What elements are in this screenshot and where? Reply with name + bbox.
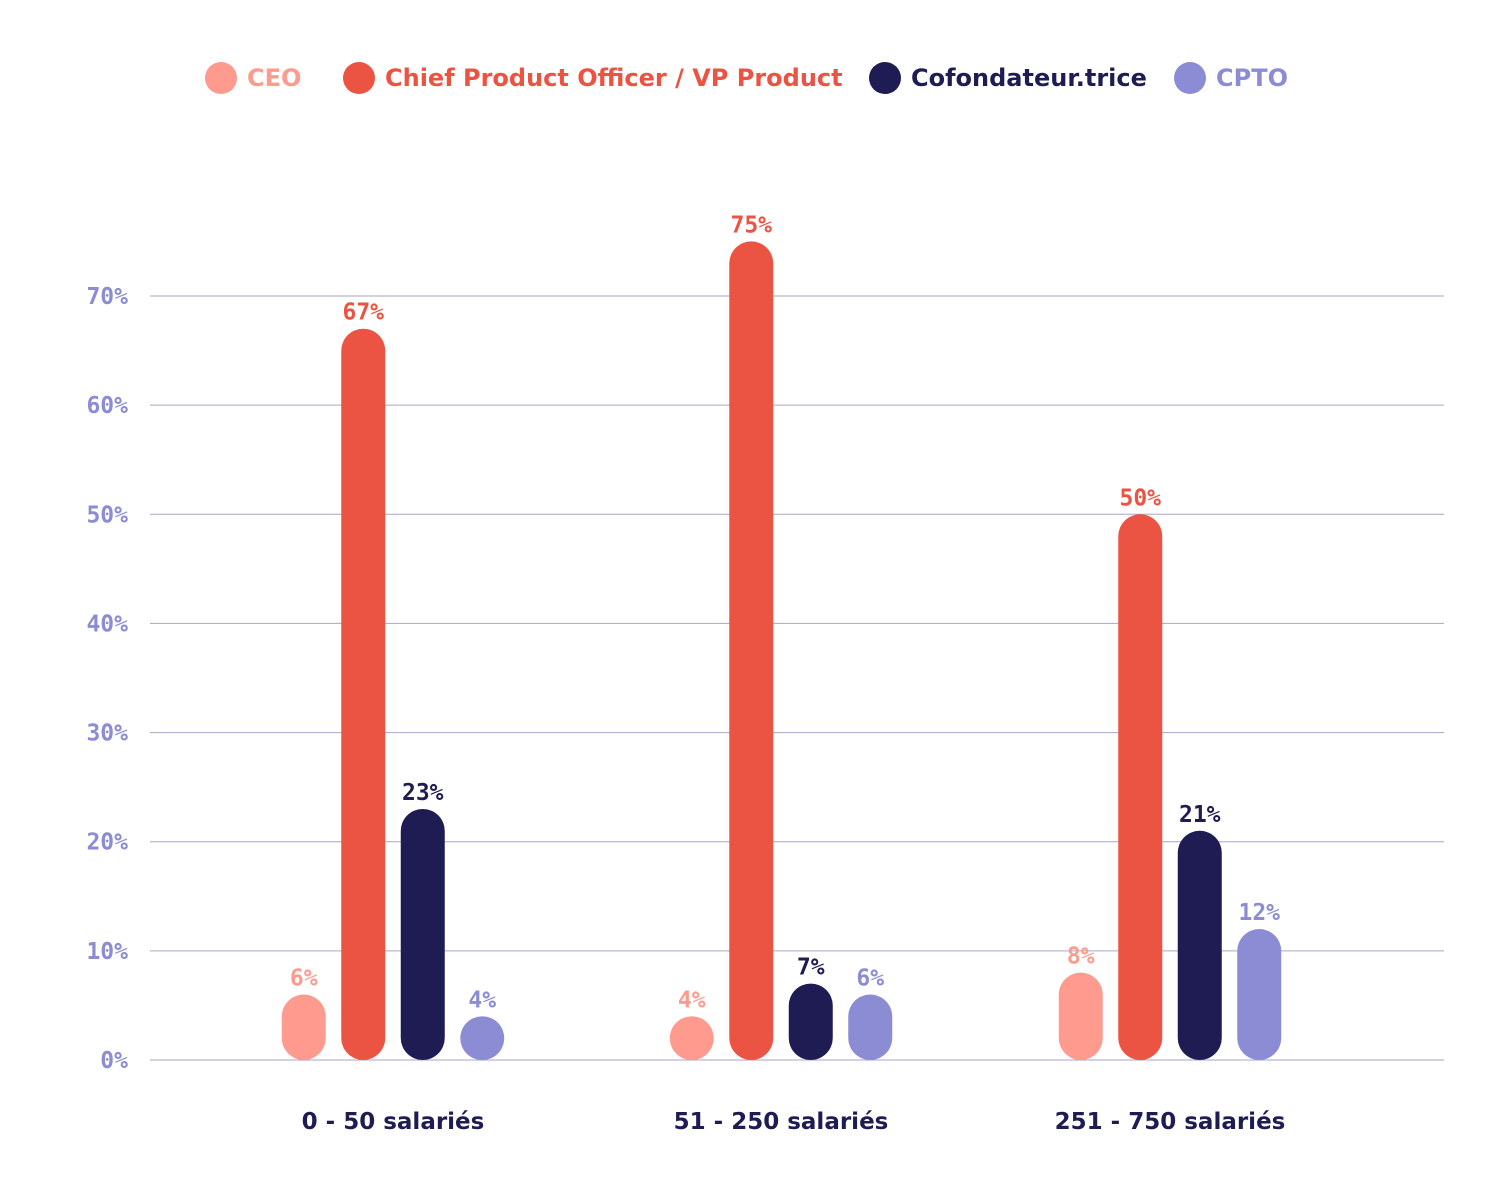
x-category-label: 51 - 250 salariés [674, 1109, 889, 1135]
x-category-label: 251 - 750 salariés [1055, 1109, 1286, 1135]
data-label: 4% [468, 987, 496, 1013]
data-label: 75% [730, 212, 772, 238]
legend-label: CPTO [1216, 64, 1288, 92]
y-tick-label: 20% [86, 830, 128, 856]
bar-cpto [848, 994, 893, 1060]
data-label: 12% [1238, 900, 1280, 926]
bar-ceo [1058, 972, 1103, 1060]
legend: CEO Chief Product Officer / VP Product Cof… [0, 58, 1504, 98]
bar-cpto [1237, 929, 1282, 1060]
bar-chief-product-officer-vp-product [341, 328, 386, 1060]
bar-cofondateur-trice [400, 808, 445, 1060]
y-tick-label: 10% [86, 939, 128, 965]
legend-item: CPTO [1174, 58, 1288, 98]
data-label: 6% [856, 966, 884, 992]
legend-swatch-icon [869, 62, 901, 94]
y-tick-label: 60% [86, 393, 128, 419]
data-label: 21% [1179, 802, 1221, 828]
y-tick-label: 70% [86, 284, 128, 310]
bar-ceo [669, 1016, 714, 1060]
x-category-label: 0 - 50 salariés [302, 1109, 485, 1135]
data-label: 8% [1067, 944, 1095, 970]
legend-label: Chief Product Officer / VP Product [385, 64, 843, 92]
y-tick-label: 30% [86, 721, 128, 747]
data-label: 23% [402, 780, 444, 806]
data-label: 67% [342, 300, 384, 326]
legend-label: CEO [247, 64, 302, 92]
bar-chief-product-officer-vp-product [1118, 514, 1163, 1060]
legend-swatch-icon [1174, 62, 1206, 94]
data-label: 4% [678, 987, 706, 1013]
bar-cofondateur-trice [788, 983, 833, 1060]
bar-ceo [281, 994, 326, 1060]
y-tick-label: 0% [100, 1048, 128, 1074]
bar-chief-product-officer-vp-product [729, 241, 774, 1060]
legend-swatch-icon [205, 62, 237, 94]
legend-item: Cofondateur.trice [869, 58, 1147, 98]
bar-cpto [460, 1016, 505, 1060]
legend-item: Chief Product Officer / VP Product [343, 58, 843, 98]
bar-cofondateur-trice [1177, 830, 1222, 1060]
legend-label: Cofondateur.trice [911, 64, 1147, 92]
data-label: 6% [290, 966, 318, 992]
legend-item: CEO [205, 58, 301, 98]
legend-swatch-icon [343, 62, 375, 94]
y-tick-label: 40% [86, 611, 128, 637]
data-label: 50% [1119, 485, 1161, 511]
data-label: 7% [797, 955, 825, 981]
y-tick-label: 50% [86, 502, 128, 528]
